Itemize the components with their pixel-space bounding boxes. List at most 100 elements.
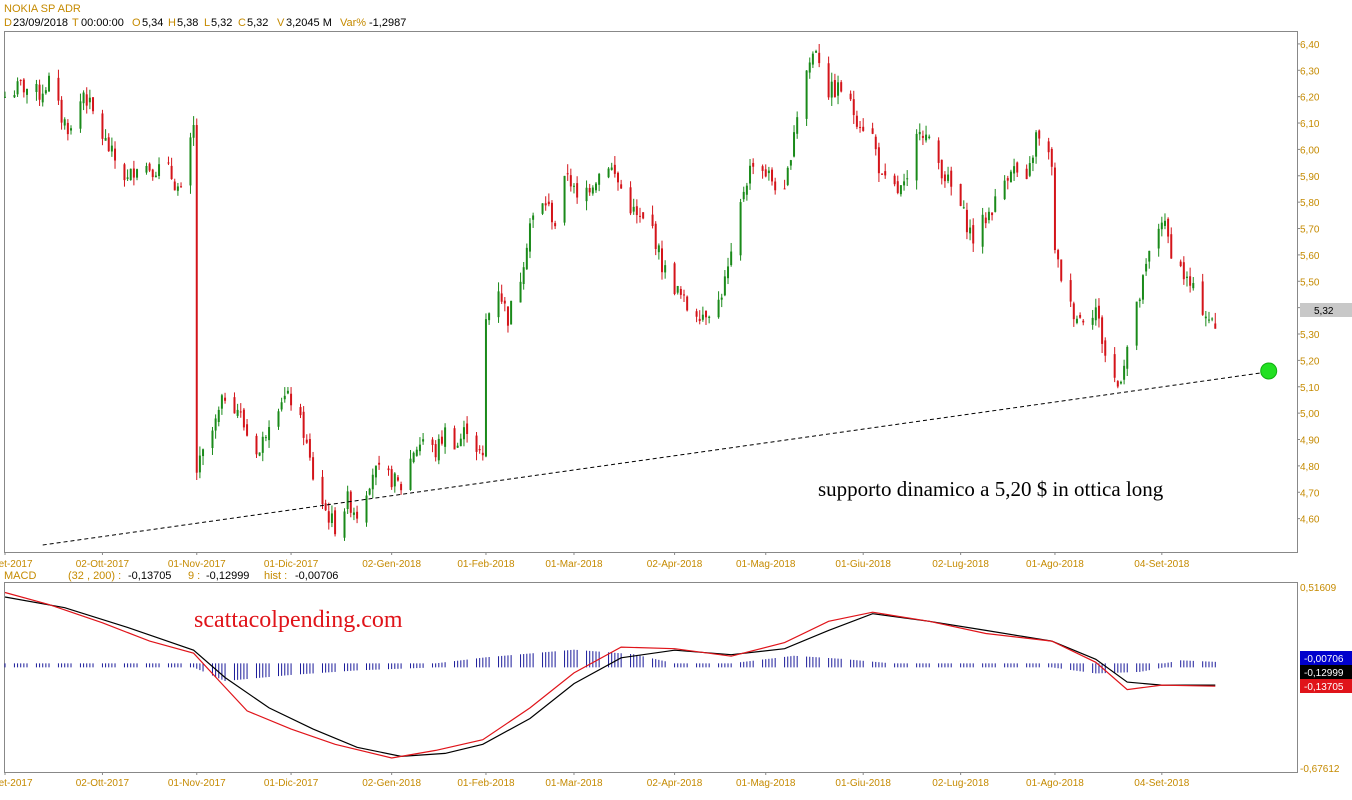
candle-body (44, 90, 47, 94)
candle-body (129, 168, 132, 181)
x-tick-label: 02-Apr-2018 (647, 778, 703, 789)
candle-body (837, 82, 840, 96)
candle-body (783, 188, 786, 190)
candle-body (114, 148, 117, 161)
candle-body (409, 458, 412, 490)
candle-body (258, 452, 261, 456)
price-y-tick-label: 6,00 (1300, 145, 1320, 156)
x-tick-label: 02-Gen-2018 (362, 559, 421, 570)
hist-label: hist : (264, 570, 287, 582)
price-y-tick-label: 4,60 (1300, 515, 1320, 526)
candle-body (576, 183, 579, 198)
candle-body (962, 207, 965, 209)
candle-body (805, 70, 808, 119)
macd-tag-label: -0,00706 (1304, 654, 1344, 665)
x-tick-label: 01-Giu-2018 (835, 559, 891, 570)
candle-body (950, 170, 953, 187)
candle-body (16, 81, 19, 95)
candle-body (874, 136, 877, 150)
macd-histogram (4, 649, 1216, 682)
candle-body (896, 181, 899, 193)
candlestick-series (4, 43, 1217, 541)
candle-body (4, 96, 6, 98)
candle-body (723, 276, 726, 296)
candle-body (585, 187, 588, 202)
candle-body (796, 117, 799, 134)
candle-body (541, 203, 544, 214)
candle-body (937, 140, 940, 163)
candle-body (1145, 263, 1148, 272)
x-tick-label: 04-Set-2018 (1134, 778, 1189, 789)
candle-body (840, 82, 843, 92)
candle-body (92, 97, 95, 112)
candle-body (104, 137, 107, 141)
candle-body (862, 126, 865, 131)
candle-body (752, 162, 755, 167)
candle-body (63, 119, 66, 126)
candle-body (899, 185, 902, 195)
candle-body (1031, 157, 1034, 163)
candle-body (1170, 234, 1173, 259)
candle-body (745, 185, 748, 195)
macd-tag-bg (1300, 679, 1352, 693)
candle-body (610, 167, 613, 170)
candle-body (808, 62, 811, 73)
candle-body (70, 128, 73, 131)
candle-body (749, 165, 752, 184)
candle-body (173, 181, 176, 191)
var-label: Var% (340, 17, 366, 29)
candle-body (202, 449, 205, 457)
x-tick-label: 02-Apr-2018 (647, 559, 703, 570)
candle-body (664, 265, 667, 273)
candle-body (368, 488, 371, 495)
candle-body (871, 128, 874, 134)
candle-body (1028, 163, 1031, 176)
macd-y-tick-label: 0,51609 (1300, 583, 1337, 594)
price-y-tick-label: 4,70 (1300, 488, 1320, 499)
candle-body (299, 407, 302, 416)
candle-body (176, 186, 179, 191)
candle-body (214, 418, 217, 431)
candle-body (459, 438, 462, 447)
x-tick-label: 01-Set-2017 (0, 778, 33, 789)
candle-body (519, 281, 522, 303)
candle-body (764, 169, 767, 177)
candle-body (456, 445, 459, 448)
candle-body (893, 175, 896, 185)
candle-body (877, 147, 880, 174)
candle-body (378, 462, 381, 465)
candle-body (528, 223, 531, 252)
candle-body (632, 206, 635, 212)
candle-body (793, 132, 796, 157)
candle-body (233, 397, 236, 414)
price-y-tick-label: 5,90 (1300, 172, 1320, 183)
macd-tag-label: -0,12999 (1304, 668, 1344, 679)
candle-body (717, 299, 720, 318)
candle-body (566, 173, 569, 175)
candle-body (60, 99, 63, 123)
candle-body (1179, 261, 1182, 267)
price-y-tick-label: 5,30 (1300, 330, 1320, 341)
candle-body (651, 214, 654, 226)
candle-body (1069, 280, 1072, 302)
x-tick-label: 01-Ago-2018 (1026, 559, 1084, 570)
candle-body (1207, 319, 1210, 321)
price-y-tick-label: 6,40 (1300, 40, 1320, 51)
candle-body (1113, 354, 1116, 378)
open-value: 5,34 (142, 17, 163, 29)
candle-body (811, 53, 814, 65)
candle-body (947, 174, 950, 181)
candle-body (616, 172, 619, 183)
candle-body (503, 300, 506, 304)
candle-body (786, 167, 789, 185)
signal-value: -0,12999 (206, 570, 249, 582)
macd-header: MACD (32 , 200) : -0,13705 9 : -0,12999 … (4, 570, 338, 582)
price-x-axis: 01-Set-2017 02-Ott-2017 01-Nov-2017 01-Dic-… (0, 552, 1190, 570)
candle-body (594, 183, 597, 191)
price-y-tick-label: 5,60 (1300, 251, 1320, 262)
candle-body (346, 491, 349, 510)
candle-body (522, 267, 525, 285)
volume-value: 3,2045 M (286, 17, 332, 29)
ohlc-header: D 23/09/2018 T 00:00:00 O 5,34 H 5,38 L … (4, 17, 406, 29)
x-tick-label: 01-Mar-2018 (545, 559, 603, 570)
